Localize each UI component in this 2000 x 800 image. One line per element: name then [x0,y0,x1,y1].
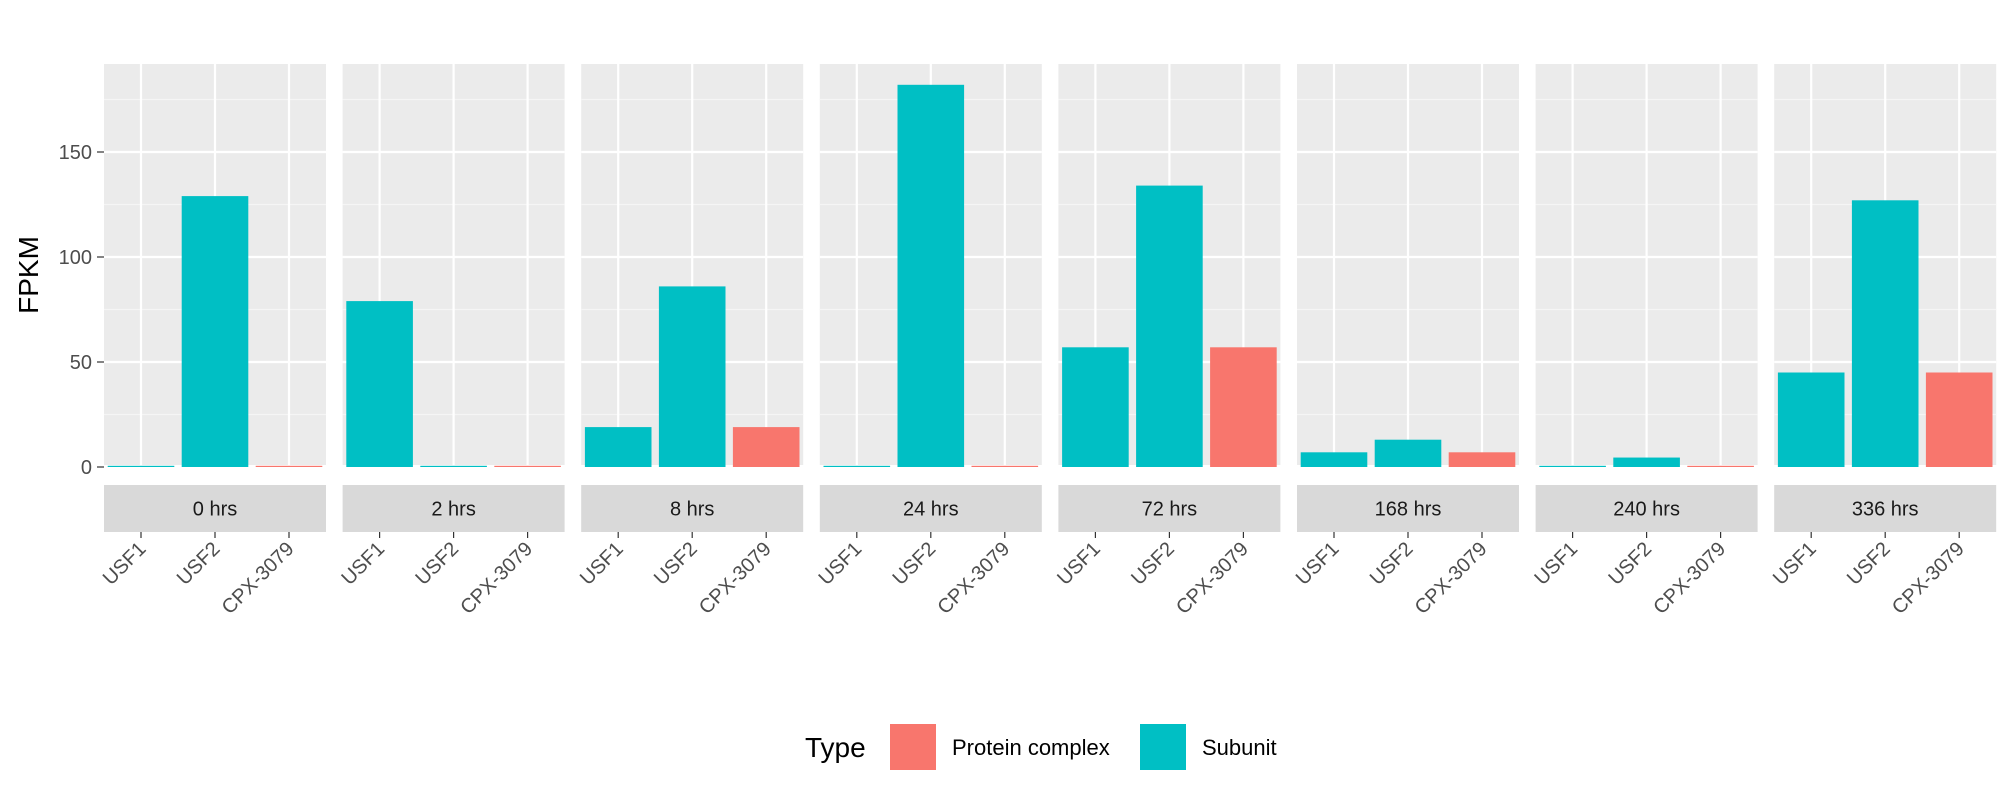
x-tick-label: USF1 [1530,538,1582,590]
facet-strip-label: 168 hrs [1375,499,1442,521]
facet-strip-label: 24 hrs [903,499,959,521]
bar-cpx-3079-2-hrs [494,465,561,467]
facet-strip-label: 8 hrs [670,499,714,521]
facet-strip [1774,485,1997,532]
legend-swatch [890,724,936,770]
x-tick-label: CPX-3079 [456,538,537,619]
bar-usf1-0-hrs [107,465,175,467]
x-tick-label: USF1 [576,538,628,590]
facet-strip [342,485,565,532]
facet-strip-label: 72 hrs [1142,499,1198,521]
facet-strip-label: 0 hrs [193,499,237,521]
x-tick-label: CPX-3079 [1172,538,1253,619]
y-tick-label: 0 [81,457,92,479]
x-tick-label: CPX-3079 [934,538,1015,619]
bar-cpx-3079-24-hrs [971,465,1039,467]
bar-usf1-336-hrs [1777,372,1845,467]
x-tick-label: USF1 [1292,538,1344,590]
bar-usf1-168-hrs [1300,452,1368,467]
x-tick-label: USF2 [650,538,702,590]
facet-strip-label: 336 hrs [1852,499,1919,521]
x-tick-label: CPX-3079 [695,538,776,619]
x-tick-label: USF1 [1053,538,1105,590]
bar-usf1-8-hrs [584,427,652,467]
x-tick-label: USF2 [1843,538,1895,590]
bar-cpx-3079-336-hrs [1925,372,1993,467]
x-tick-label: USF1 [815,538,867,590]
legend: Type Protein complex Subunit [805,724,1277,770]
x-tick-label: USF1 [1769,538,1821,590]
x-tick-label: USF2 [1604,538,1656,590]
bar-usf1-72-hrs [1062,347,1129,467]
x-tick-label: CPX-3079 [1411,538,1492,619]
bar-cpx-3079-0-hrs [255,465,323,467]
facet-strip [1297,485,1519,532]
facet-strip [1535,485,1758,532]
facet-strip [581,485,804,532]
bar-usf1-240-hrs [1539,465,1606,467]
bar-usf2-2-hrs [420,465,487,467]
bar-cpx-3079-72-hrs [1210,347,1277,467]
bar-usf1-24-hrs [823,465,891,467]
bar-usf2-336-hrs [1851,200,1919,468]
x-tick-label: CPX-3079 [1888,538,1969,619]
x-tick-label: USF2 [889,538,941,590]
legend-label: Protein complex [952,735,1110,760]
y-tick-label: 50 [70,352,92,374]
legend-label: Subunit [1202,735,1277,760]
bar-usf2-8-hrs [658,286,726,467]
bar-cpx-3079-168-hrs [1448,452,1516,467]
bar-usf2-0-hrs [181,196,249,467]
bar-usf2-24-hrs [897,84,965,468]
x-tick-label: USF2 [173,538,225,590]
facet-strip-label: 2 hrs [431,499,475,521]
x-tick-label: USF2 [1366,538,1418,590]
x-tick-label: USF1 [337,538,389,590]
x-tick-label: USF2 [411,538,463,590]
facet-strip-label: 240 hrs [1613,499,1680,521]
x-tick-label: CPX-3079 [218,538,299,619]
bar-usf2-168-hrs [1374,439,1442,467]
x-tick-label: USF2 [1127,538,1179,590]
y-tick-label: 100 [59,247,92,269]
y-axis-title: FPKM [13,236,44,314]
bar-usf1-2-hrs [346,301,413,467]
legend-swatch [1140,724,1186,770]
legend-entries: Protein complex Subunit [890,724,1277,770]
x-tick-label: CPX-3079 [1649,538,1730,619]
facet-strip [1058,485,1281,532]
bar-cpx-3079-240-hrs [1687,465,1754,467]
bar-usf2-240-hrs [1613,457,1680,467]
legend-title: Type [805,732,866,763]
facet-strip [104,485,326,532]
y-axis: 0 50 100 150 [59,142,104,479]
x-tick-label: USF1 [99,538,151,590]
bar-cpx-3079-8-hrs [732,427,800,467]
bar-usf2-72-hrs [1136,185,1203,467]
y-tick-label: 150 [59,142,92,164]
facet-strip [819,485,1042,532]
